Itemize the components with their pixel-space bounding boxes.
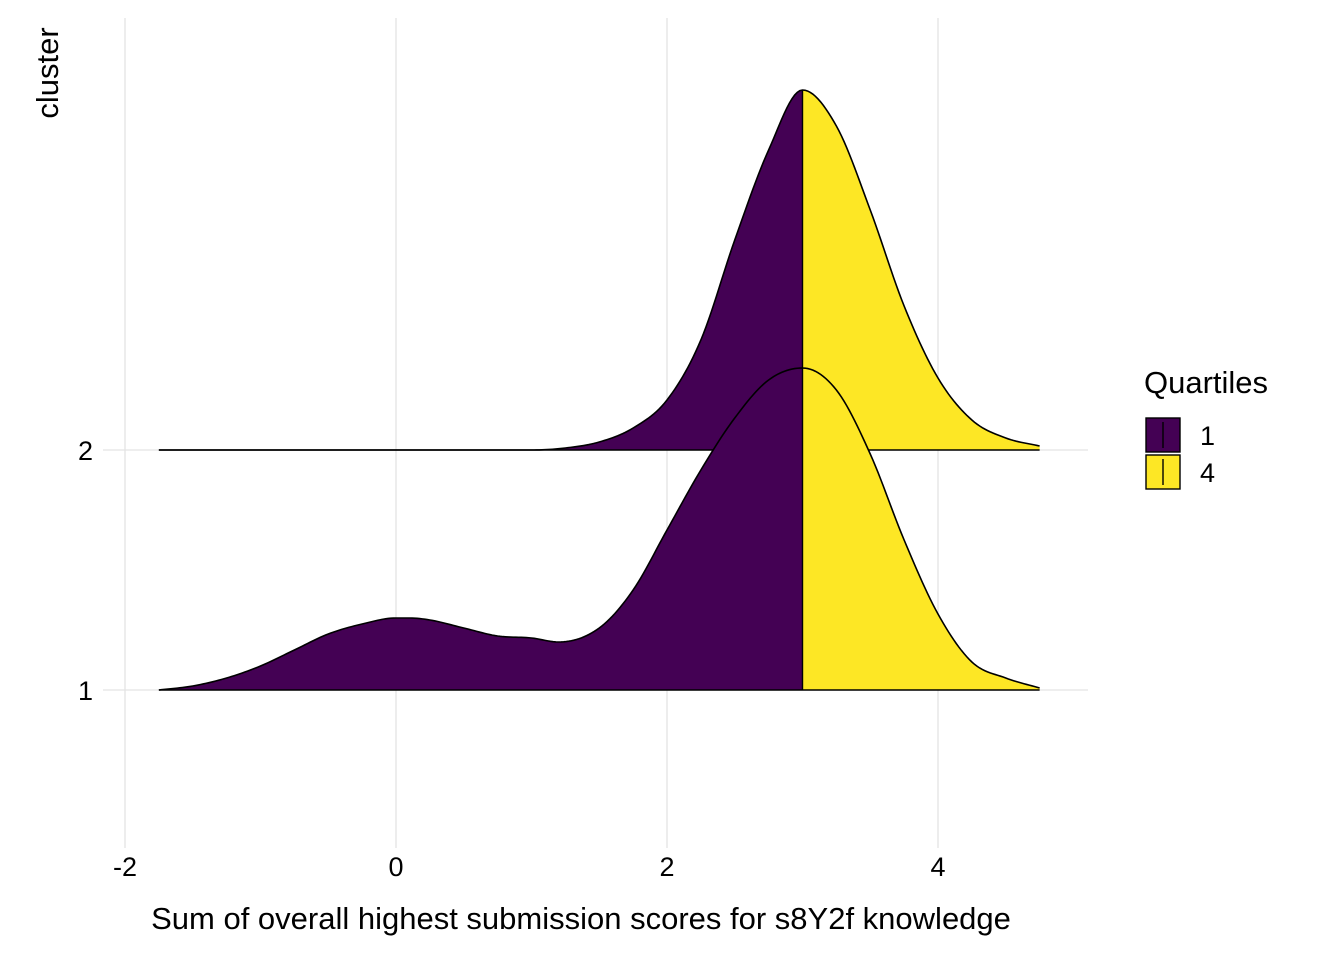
x-tick-label: -2 — [113, 852, 137, 882]
density-ridges — [158, 89, 1040, 691]
y-tick-label: 1 — [78, 676, 93, 706]
ridge-cluster-1 — [158, 367, 1040, 691]
density-outline — [158, 367, 1040, 691]
legend-label: 4 — [1200, 458, 1215, 488]
x-axis-title: Sum of overall highest submission scores… — [151, 901, 1011, 936]
y-tick-labels: 12 — [78, 436, 93, 706]
legend: Quartiles 1 4 — [1144, 365, 1268, 490]
x-tick-label: 4 — [930, 852, 945, 882]
y-axis-title: cluster — [30, 27, 65, 118]
quartile-4-fill — [802, 368, 1040, 690]
quartile-4-fill — [802, 90, 1040, 450]
legend-title: Quartiles — [1144, 365, 1268, 400]
quartile-1-fill — [158, 368, 803, 690]
legend-key-4: 4 — [1145, 454, 1215, 490]
x-tick-labels: -2 0 2 4 — [113, 852, 946, 882]
legend-label: 1 — [1200, 421, 1215, 451]
x-tick-label: 2 — [659, 852, 674, 882]
y-tick-label: 2 — [78, 436, 93, 466]
x-tick-label: 0 — [388, 852, 403, 882]
legend-key-1: 1 — [1145, 417, 1215, 453]
